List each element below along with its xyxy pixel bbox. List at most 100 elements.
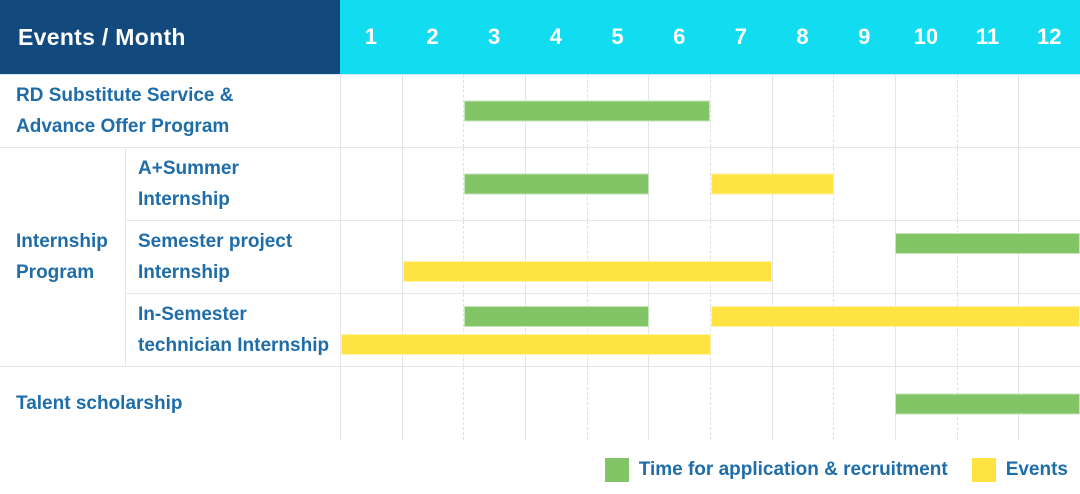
month-gridline [526, 221, 588, 293]
month-gridline [403, 221, 465, 293]
month-gridline [958, 294, 1020, 366]
month-gridline [773, 221, 835, 293]
chart-row-rd-substitute [340, 74, 1080, 147]
month-gridline [834, 221, 897, 293]
month-gridline [896, 294, 958, 366]
month-gridline [773, 148, 835, 220]
month-gridline [526, 367, 588, 440]
month-header-cell: 8 [796, 24, 809, 49]
month-gridline [464, 294, 527, 366]
month-gridline [834, 148, 897, 220]
month-gridline [773, 294, 835, 366]
month-gridline [341, 75, 403, 147]
month-gridline [1019, 294, 1080, 366]
legend-label: Events [1005, 459, 1068, 480]
month-gridline [341, 148, 403, 220]
month-gridline [711, 221, 773, 293]
month-gridline [588, 367, 650, 440]
group-label-line: Program [16, 262, 95, 283]
row-label-in-semester: In-Semester technician Internship [126, 293, 340, 366]
month-gridline [773, 367, 835, 440]
row-label-line: Advance Offer Program [16, 116, 230, 137]
month-gridline [896, 221, 958, 293]
row-label-rd-substitute: RD Substitute Service & Advance Offer Pr… [0, 74, 340, 147]
application-bar [895, 393, 1080, 414]
chart-row-a-summer [340, 147, 1080, 220]
month-header-cell: 3 [488, 24, 501, 49]
group-label-line: Internship [16, 231, 108, 252]
month-header-cell: 1 [364, 24, 377, 49]
month-gridline [958, 221, 1020, 293]
row-label-line: RD Substitute Service & [16, 85, 234, 106]
legend-label: Time for application & recruitment [638, 459, 948, 480]
row-label-line: technician Internship [138, 335, 330, 356]
page-title: Events / Month [18, 23, 186, 50]
row-label-a-summer: A+Summer Internship [126, 147, 340, 220]
month-gridline [464, 221, 527, 293]
month-gridline [403, 367, 465, 440]
month-gridline [896, 75, 958, 147]
events-bar [402, 261, 773, 282]
month-gridline [1019, 221, 1080, 293]
row-label-line: Talent scholarship [16, 393, 183, 414]
group-label-internship-program: Internship Program [0, 147, 126, 366]
month-gridline [588, 221, 650, 293]
application-bar [464, 100, 711, 122]
month-gridline [341, 294, 403, 366]
month-header-cell: 10 [913, 24, 939, 49]
chart-row-talent-scholarship [340, 366, 1080, 440]
month-gridline [711, 75, 773, 147]
events-swatch-icon [971, 458, 996, 482]
month-gridline [773, 75, 835, 147]
header-events-month-cell: Events / Month [0, 0, 340, 74]
month-gridline [958, 148, 1020, 220]
month-gridline [834, 294, 897, 366]
chart-row-semester-project [340, 220, 1080, 293]
application-bar [464, 173, 649, 195]
row-label-semester-project: Semester project Internship [126, 220, 340, 293]
legend-item-events: Events [971, 458, 1068, 482]
events-bar [710, 306, 1080, 327]
month-gridline [649, 294, 712, 366]
legend: Time for application & recruitment Event… [0, 440, 1080, 494]
month-gridline [649, 367, 712, 440]
month-header-row: 1 2 3 4 5 6 7 8 9 10 11 12 [340, 0, 1080, 74]
events-bar [341, 334, 711, 355]
row-label-line: Internship [138, 189, 230, 210]
application-swatch-icon [604, 458, 629, 482]
row-label-talent-scholarship: Talent scholarship [0, 366, 340, 440]
month-gridline [834, 367, 897, 440]
month-gridline [526, 294, 588, 366]
month-gridline [588, 294, 650, 366]
month-gridline [341, 221, 403, 293]
month-header-cell: 9 [858, 24, 871, 49]
row-label-line: A+Summer [138, 158, 239, 179]
month-header-cell: 6 [673, 24, 686, 49]
row-label-line: Semester project [138, 231, 293, 252]
month-header-cell: 2 [426, 24, 439, 49]
month-header-cell: 4 [549, 24, 562, 49]
events-bar [710, 173, 834, 195]
month-gridline [403, 148, 465, 220]
month-gridline [403, 75, 465, 147]
month-gridline [896, 148, 958, 220]
chart-row-in-semester [340, 293, 1080, 366]
month-gridline [464, 367, 527, 440]
row-label-line: In-Semester [138, 304, 247, 325]
month-gridline [1019, 75, 1080, 147]
month-gridline [1019, 148, 1080, 220]
gantt-table: Events / Month 1 2 3 4 5 6 7 8 9 10 11 12 RD Substi… [0, 0, 1080, 440]
month-header-cell: 11 [975, 24, 1000, 49]
application-bar [464, 306, 649, 327]
month-gridline [711, 294, 773, 366]
month-gridline [958, 75, 1020, 147]
month-gridline [711, 367, 773, 440]
month-header-cell: 5 [611, 24, 624, 49]
row-label-line: Internship [138, 262, 230, 283]
month-gridline [649, 148, 712, 220]
legend-item-application: Time for application & recruitment [604, 458, 948, 482]
month-gridline [649, 75, 712, 147]
month-header-cell: 7 [734, 24, 747, 49]
month-gridline [341, 367, 403, 440]
month-gridline [403, 294, 465, 366]
